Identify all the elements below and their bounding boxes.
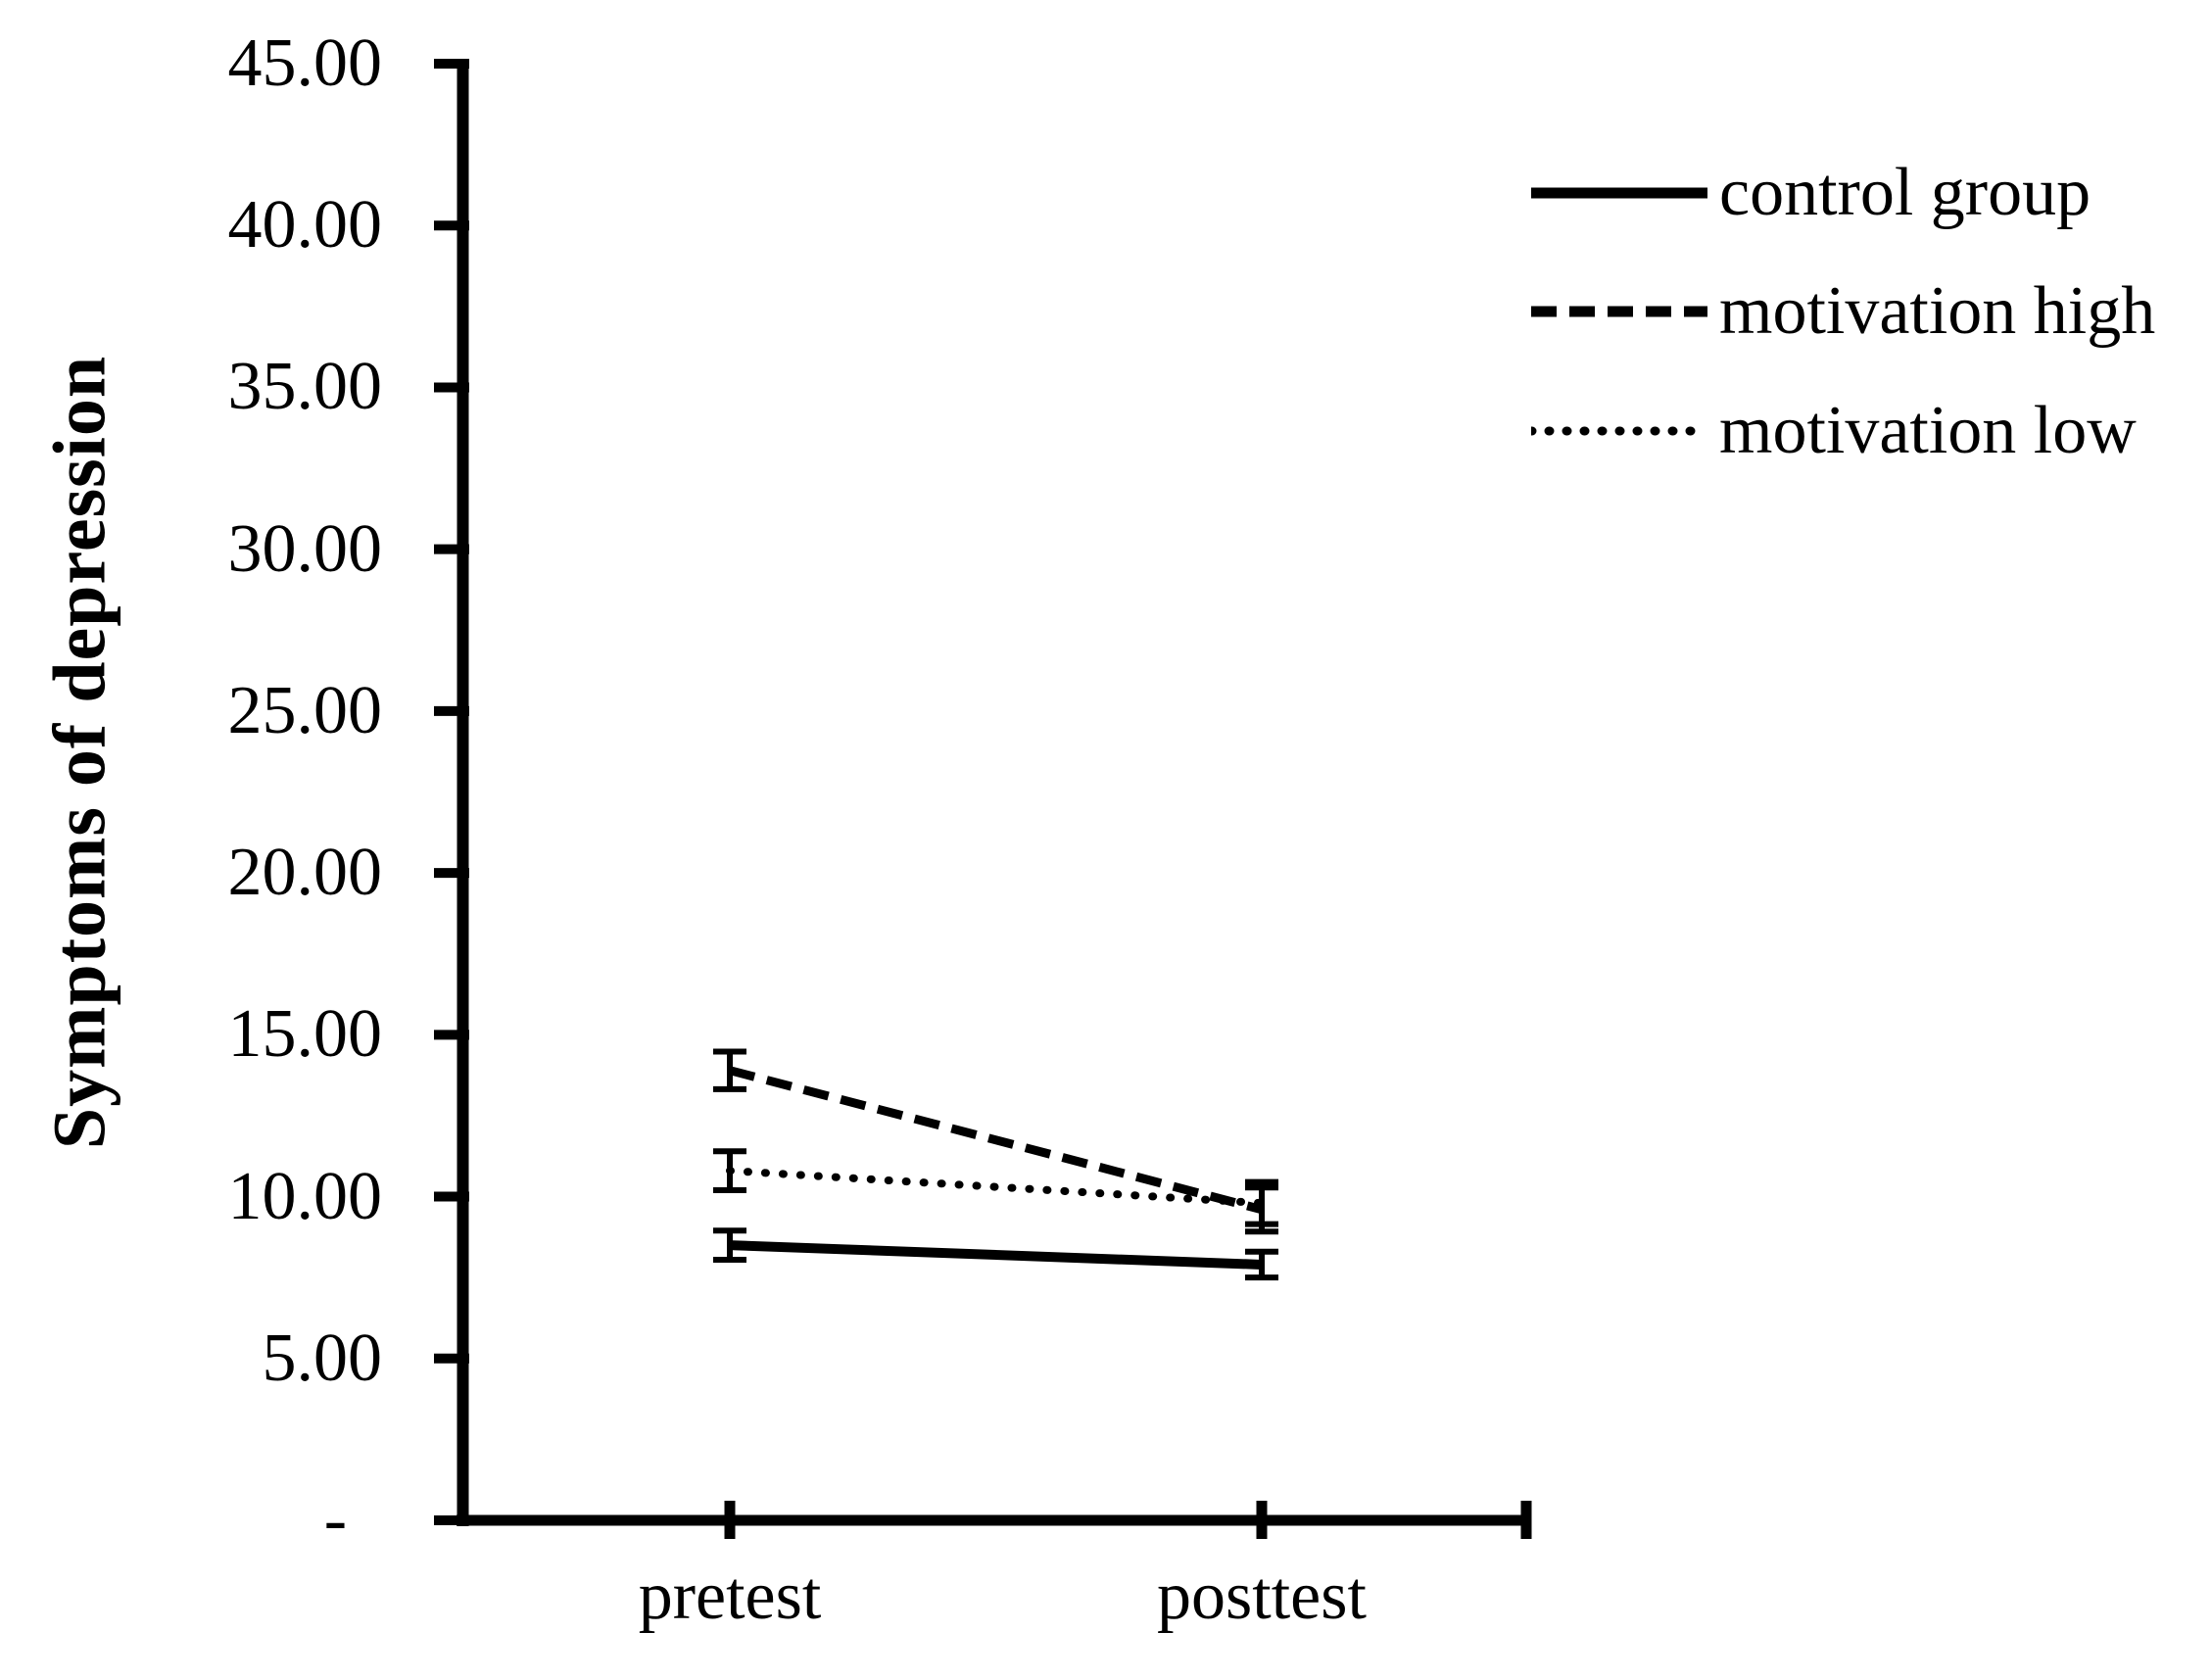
series-line-control-group [729,1240,1263,1270]
y-tick-label: 40.00 [227,187,383,264]
y-tick-label: 35.00 [227,349,383,425]
legend-dotted-line-sample [1531,426,1707,436]
error-bar-motivation-high-pretest [713,1048,746,1092]
error-bar-motivation-low-posttest [1245,1178,1278,1227]
y-tick-label: 5.00 [262,1320,383,1396]
legend-label: motivation low [1719,393,2137,468]
y-tick-label: - [323,1482,347,1558]
x-tick-label-posttest: posttest [1157,1559,1367,1634]
error-bar-control-group-posttest [1245,1248,1278,1281]
x-tick-label-pretest: pretest [638,1559,822,1634]
series-line-motivation-high [728,1066,1264,1215]
legend-label: control group [1719,155,2091,230]
y-axis-tick-labels: 45.00 40.00 35.00 30.00 25.00 20.00 15.00 10.00… [0,0,383,1680]
y-tick-label: 10.00 [227,1158,383,1234]
y-tick-label: 25.00 [227,672,383,748]
legend-row-motivation-high: motivation high [1531,276,2155,347]
legend-label: motivation high [1719,273,2156,349]
legend-solid-line-sample [1531,187,1707,199]
y-tick-label: 15.00 [227,996,383,1073]
error-bar-control-group-pretest [713,1227,746,1263]
legend-dashed-line-sample [1531,306,1707,317]
y-tick-label: 30.00 [227,510,383,587]
y-tick-label: 20.00 [227,835,383,911]
series-line-motivation-low [726,1167,1266,1208]
legend-row-control-group: control group [1531,158,2091,228]
error-bar-motivation-low-pretest [713,1148,746,1193]
y-tick-label: 45.00 [227,25,383,101]
legend-row-motivation-low: motivation low [1531,396,2137,466]
